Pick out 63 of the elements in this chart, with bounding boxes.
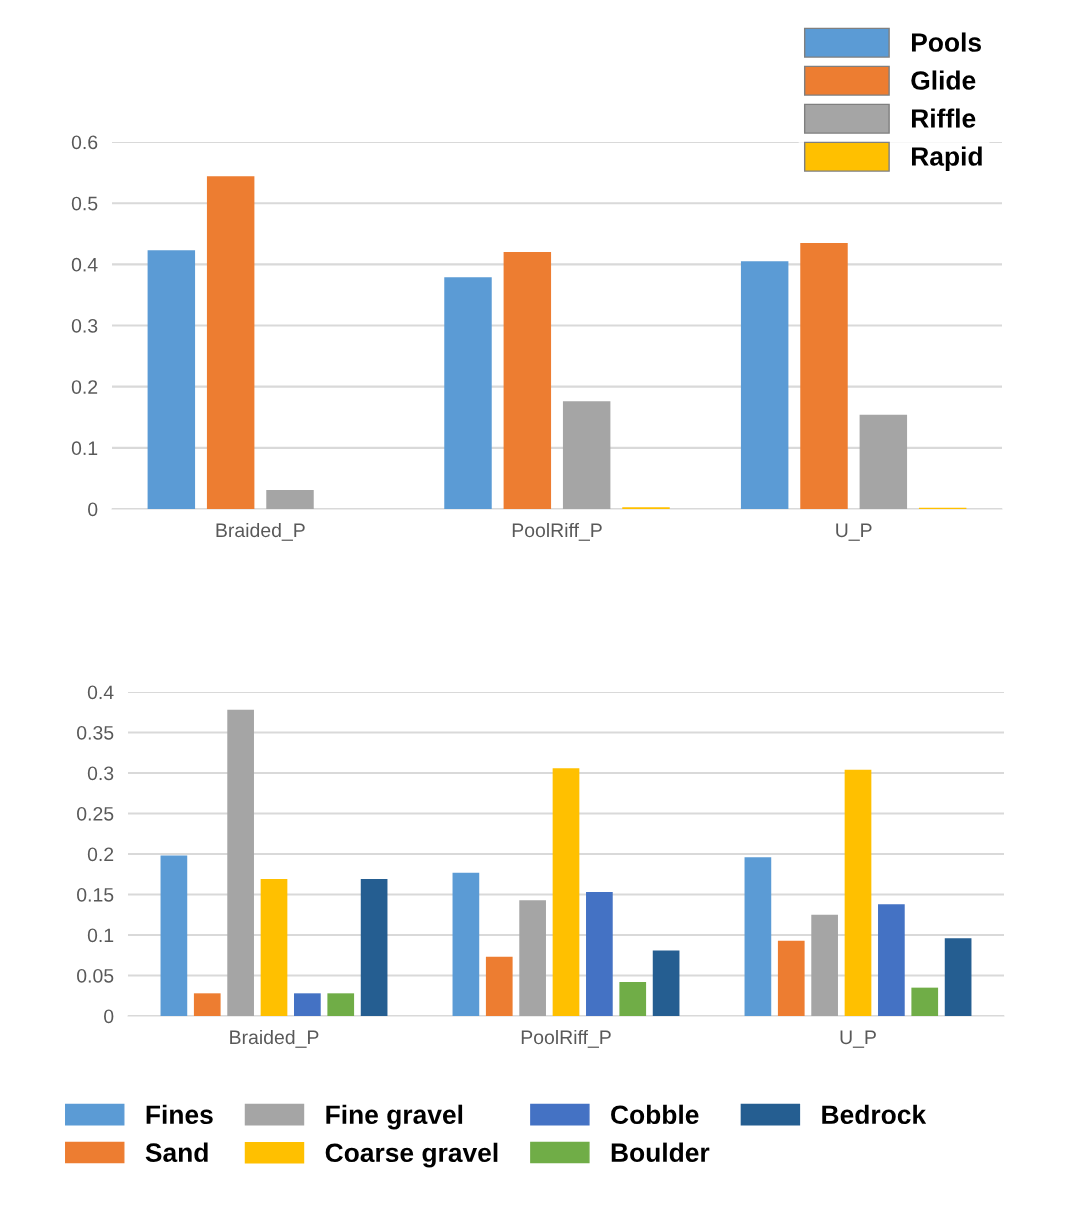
y-tick-label: 0.35 <box>77 725 114 740</box>
legend-label: Coarse gravel <box>325 1142 498 1168</box>
y-tick-label: 0.1 <box>87 928 114 943</box>
legend-label: Riffle <box>911 108 976 128</box>
bar <box>444 277 492 509</box>
bar <box>503 252 552 509</box>
y-tick-label: 0.3 <box>71 318 98 333</box>
bar <box>160 855 188 1016</box>
y-tick-label: 0 <box>88 502 98 517</box>
x-tick-label: PoolRiff_P <box>521 1029 611 1048</box>
bar <box>485 956 513 1016</box>
bar <box>206 176 255 509</box>
y-tick-label: 0.6 <box>71 135 98 150</box>
y-tick-label: 0 <box>104 1009 114 1024</box>
bar <box>193 993 221 1016</box>
bar <box>327 993 355 1016</box>
legend-label: Bedrock <box>822 1104 927 1125</box>
bar <box>294 993 321 1016</box>
bar <box>859 414 908 509</box>
bar <box>586 892 613 1016</box>
bar <box>452 872 480 1016</box>
x-tick-label: Braided_P <box>216 522 305 541</box>
bar <box>260 879 288 1016</box>
bar <box>619 981 647 1016</box>
legend-label: Fine gravel <box>326 1104 463 1130</box>
bar <box>777 940 805 1016</box>
bar <box>519 900 546 1016</box>
y-tick-label: 0.1 <box>71 441 98 456</box>
y-tick-label: 0.15 <box>77 887 114 902</box>
x-tick-label: Braided_P <box>230 1029 319 1048</box>
bar <box>944 938 972 1016</box>
y-tick-label: 0.25 <box>77 806 114 821</box>
bar <box>878 904 905 1016</box>
bar <box>800 242 848 509</box>
bar <box>811 914 838 1016</box>
y-tick-label: 0.05 <box>77 968 114 983</box>
legend-label: Sand <box>145 1142 208 1163</box>
bar <box>552 768 580 1016</box>
bar <box>360 879 388 1016</box>
bar <box>227 709 254 1016</box>
x-tick-label: U_P <box>836 523 872 541</box>
legend-label: Pools <box>911 32 981 52</box>
legend-label: Boulder <box>611 1142 710 1163</box>
bar <box>844 769 872 1016</box>
x-tick-label: PoolRiff_P <box>512 522 602 541</box>
x-tick-label: U_P <box>840 1030 876 1048</box>
y-tick-label: 0.2 <box>87 847 114 862</box>
y-tick-label: 0.2 <box>71 380 98 394</box>
legend-label: Rapid <box>911 146 982 172</box>
bar <box>562 401 611 509</box>
legend-label: Glide <box>911 70 976 90</box>
y-tick-label: 0.3 <box>87 766 114 781</box>
bar <box>740 261 789 509</box>
y-tick-label: 0.4 <box>71 257 98 272</box>
legend-label: Fines <box>146 1104 213 1125</box>
bar <box>652 950 680 1016</box>
y-tick-label: 0.4 <box>87 685 114 700</box>
bar <box>147 250 196 509</box>
y-tick-label: 0.5 <box>71 196 98 211</box>
bar <box>266 490 314 509</box>
bar <box>744 857 772 1016</box>
legend-label: Cobble <box>611 1104 699 1125</box>
bar <box>911 987 939 1016</box>
